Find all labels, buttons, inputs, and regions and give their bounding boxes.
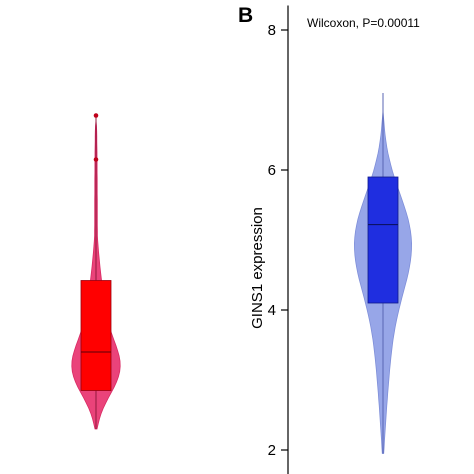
panel-a-violin-plot	[71, 113, 121, 430]
box-iqr	[367, 176, 399, 304]
y-tick-label: 8	[268, 22, 276, 39]
wilcoxon-annotation: Wilcoxon, P=0.00011	[307, 16, 420, 30]
outlier-point	[93, 113, 99, 118]
panel-b-letter: B	[238, 4, 253, 27]
y-tick-label: 4	[268, 302, 276, 319]
y-axis-title: GINS1 expression	[249, 207, 266, 329]
y-tick-label: 2	[268, 442, 276, 459]
y-tick-label: 6	[268, 162, 276, 179]
panel-b-violin-plot: B Wilcoxon, P=0.00011 GINS1 expression 2…	[238, 4, 420, 474]
outlier-point	[93, 157, 99, 162]
box-iqr	[80, 280, 112, 391]
